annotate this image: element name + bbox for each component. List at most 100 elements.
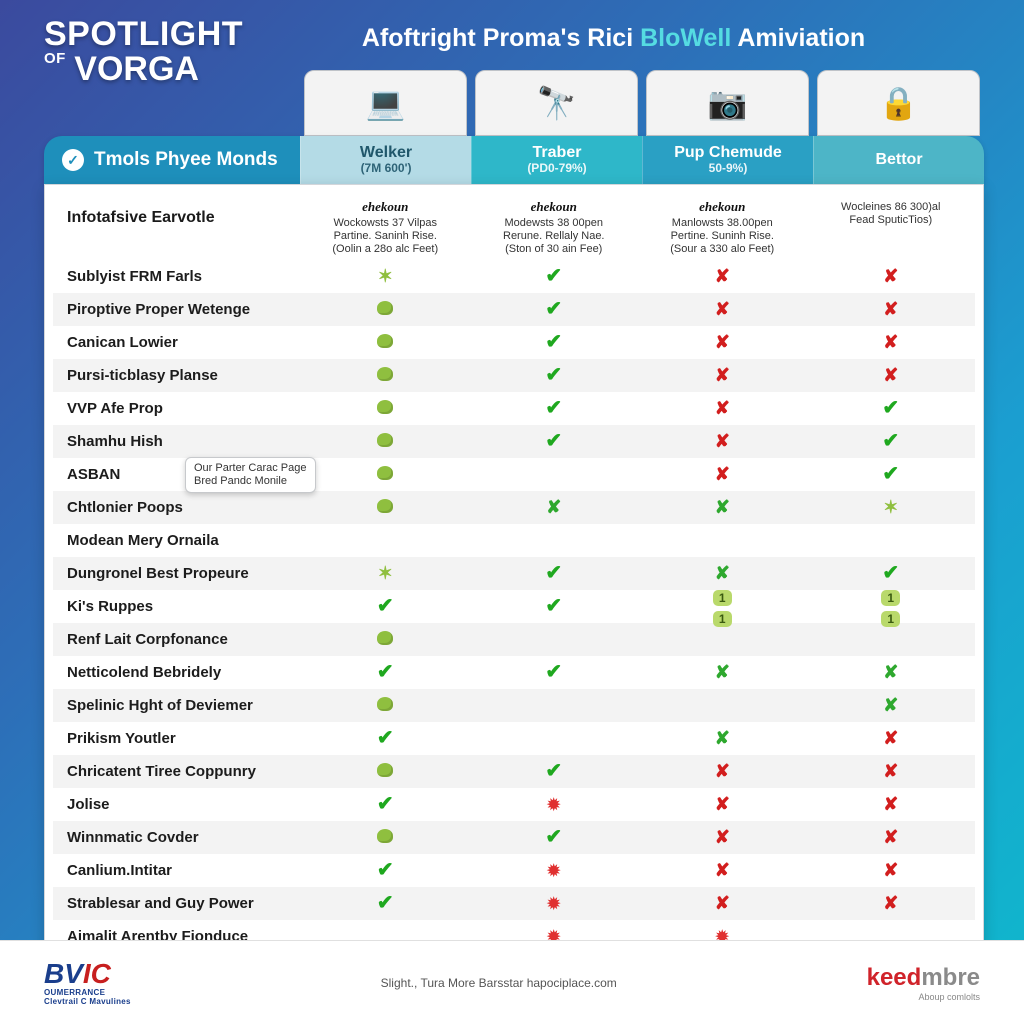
feature-label: Jolise [53,796,301,813]
bvic-logo-block: BVIC OUMERRANCE Clevtrail C Mavulines [44,960,131,1006]
subheader-col-0-l1: Wockowsts 37 Vilpas [333,217,437,229]
feature-cell: ✘ [638,431,807,452]
feature-cell: ✔ [470,365,639,386]
feature-row: Chricatent Tiree Coppunry✔✘✘ [53,755,975,788]
row-header-label: Tmols Phyee Monds [94,149,278,171]
feature-row: Modean Mery Ornaila [53,524,975,557]
feature-label: Dungronel Best Propeure [53,565,301,582]
check-icon: ✔ [545,596,562,616]
feature-cell [301,497,470,518]
feature-cell [301,761,470,782]
row-header-tab[interactable]: ✓ Tmols Phyee Monds [44,136,300,184]
subheader-col-0-l2: Partine. Saninh Rise. [334,230,437,242]
check-icon: ✔ [545,398,562,418]
feature-cell: ✘ [638,794,807,815]
star-icon: ✶ [378,564,393,582]
star-icon: ✶ [883,498,898,516]
feature-cell: ✔ [470,266,639,287]
footer-center-text: Slight., Tura More Barsstar hapociplace.… [131,976,867,990]
feature-cell: ✔ [470,563,639,584]
feature-cell: ✔ [470,662,639,683]
check-icon: ✔ [545,563,562,583]
feature-cell: ✔ [470,827,639,848]
feature-row: Renf Lait Corpfonance [53,623,975,656]
product-image-0: 💻 [304,70,467,136]
cross-icon: ✘ [715,300,730,318]
feature-cell [301,629,470,650]
cross-green-icon: ✘ [715,729,730,747]
subheader-col-0-brand: ehekoun [307,199,464,215]
blob-icon [377,400,393,414]
check-icon: ✔ [377,728,394,748]
feature-cell: ✔ [301,596,470,617]
feature-cell: ✘ [807,332,976,353]
feature-label: Canlium.Intitar [53,862,301,879]
feature-row: Piroptive Proper Wetenge✔✘✘ [53,293,975,326]
site-logo: SPOTLIGHT OF VORGA [44,18,243,89]
feature-row: Ki's Ruppes✔✔1111 [53,590,975,623]
cross-icon: ✘ [883,333,898,351]
logo-of: OF [44,50,66,67]
product-tab-0[interactable]: Welker (7M 600') [300,136,471,184]
feature-cell: ✘ [638,332,807,353]
feature-cell: ✔ [807,431,976,452]
product-tab-0-name: Welker [360,145,412,162]
feature-cell: ✔ [470,431,639,452]
check-icon: ✔ [545,761,562,781]
feature-cell: ✘ [638,398,807,419]
bvic-logo: BVIC [44,960,131,988]
check-icon: ✔ [545,827,562,847]
subheader-col-1: ehekoun Modewsts 38 00pen Rerune. Rellal… [470,195,639,260]
feature-cell: ✘ [638,299,807,320]
feature-cell: ✔ [301,893,470,914]
subheader-col-0: ehekoun Wockowsts 37 Vilpas Partine. San… [301,195,470,260]
product-tab-1[interactable]: Traber (PD0-79%) [471,136,642,184]
feature-cell [301,827,470,848]
check-icon: ✔ [377,596,394,616]
subheader-col-2-l2: Pertine. Suninh Rise. [671,230,774,242]
product-images-row: 💻🔭📷🔒 [300,70,984,136]
cross-icon: ✘ [715,465,730,483]
feature-cell [301,398,470,419]
feature-cell: ✔ [301,794,470,815]
tooltip-line1: Our Parter Carac Page [194,462,307,475]
check-icon: ✔ [545,332,562,352]
feature-label: Pursi-ticblasy Planse [53,367,301,384]
feature-label: Ki's Ruppes [53,598,301,615]
feature-cell: ✘ [807,827,976,848]
check-icon: ✔ [545,299,562,319]
feature-cell: ✘ [807,695,976,716]
feature-cell: ✘ [638,464,807,485]
cross-green-icon: ✘ [715,564,730,582]
feature-label: Sublyist FRM Farls [53,268,301,285]
feature-row: Canlium.Intitar✔✹✘✘ [53,854,975,887]
blob-icon [377,433,393,447]
feature-cell: ✘ [470,497,639,518]
feature-cell: ✘ [807,794,976,815]
feature-cell: ✹ [470,794,639,815]
page-footer: BVIC OUMERRANCE Clevtrail C Mavulines Sl… [0,940,1024,1024]
blob-icon [377,829,393,843]
feature-cell [301,299,470,320]
num-badge: 1 [881,611,900,627]
feature-cell: ✘ [807,662,976,683]
feature-cell: ✹ [470,860,639,881]
cross-icon: ✘ [883,828,898,846]
check-icon: ✔ [545,266,562,286]
cross-icon: ✘ [715,432,730,450]
check-icon: ✔ [377,860,394,880]
cross-icon: ✘ [883,762,898,780]
feature-cell: 11 [807,586,976,628]
feature-cell: ✘ [638,728,807,749]
check-icon: ✔ [882,563,899,583]
product-tab-2[interactable]: Pup Chemude 50-9%) [642,136,813,184]
blob-icon [377,301,393,315]
feature-cell: ✹ [470,893,639,914]
feature-cell: ✔ [807,464,976,485]
feature-cell: ✘ [807,365,976,386]
feature-cell: ✔ [470,299,639,320]
subheader-col-3-l2: Fead SputicTios) [849,214,932,226]
product-tab-3[interactable]: Bettor [813,136,984,184]
cross-icon: ✘ [715,333,730,351]
feature-cell: ✶ [301,563,470,584]
